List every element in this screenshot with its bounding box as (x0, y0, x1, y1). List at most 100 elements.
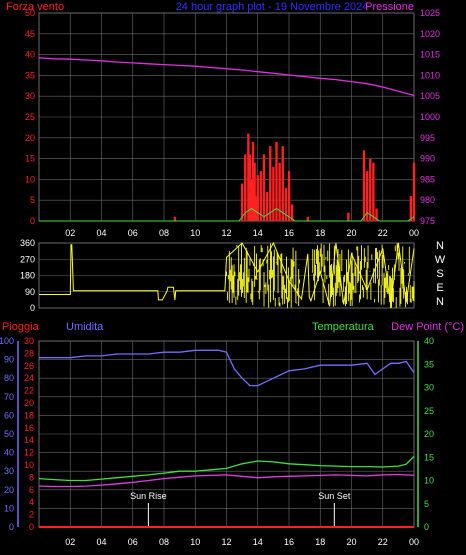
wind-axis-tick: 20 (25, 133, 35, 143)
wind-bar (275, 141, 278, 221)
humidity-axis-tick: 4 (29, 497, 34, 507)
temperature-axis-tick: 35 (424, 359, 434, 369)
x-axis-tick: 04 (96, 537, 106, 547)
pressure-axis-tick: 1005 (420, 91, 440, 101)
wind-axis-tick: 50 (25, 8, 35, 18)
pressure-axis-tick: 1015 (420, 50, 440, 60)
pressure-axis-tick: 990 (420, 154, 435, 164)
wind-axis-tick: 10 (25, 174, 35, 184)
humidity-axis-tick: 18 (24, 410, 34, 420)
wind-axis-tick: 25 (25, 112, 35, 122)
humidity-axis-tick: 8 (29, 472, 34, 482)
wind-bar (412, 162, 416, 221)
wind-axis-tick: 0 (30, 216, 35, 226)
x-axis-tick: 10 (190, 537, 200, 547)
direction-axis-tick: 270 (20, 254, 35, 264)
wind-bar (281, 146, 284, 221)
x-axis-tick: 06 (128, 228, 138, 238)
humidity-axis-tick: 20 (24, 398, 34, 408)
rain-axis-tick: 10 (4, 503, 14, 513)
temperature-humidity-panel: 0102030405060708090100024681012141618202… (0, 336, 434, 547)
humidity-axis-tick: 6 (29, 485, 34, 495)
x-axis-tick: 22 (378, 228, 388, 238)
temperature-axis-tick: 40 (424, 336, 434, 346)
header-center: 24 hour graph plot - 19 Novembre 2024 (176, 1, 369, 13)
wind-bar (287, 171, 291, 221)
x-axis-tick: 12 (221, 228, 231, 238)
temperature-axis-tick: 10 (424, 476, 434, 486)
wind-bar (409, 196, 413, 221)
x-axis-tick: 10 (190, 228, 200, 238)
x-axis-tick: 12 (221, 537, 231, 547)
wind-bar (375, 208, 378, 221)
x-axis-tick: 20 (346, 537, 356, 547)
temperature-axis-tick: 0 (424, 522, 429, 532)
x-axis-tick: 16 (284, 228, 294, 238)
label-umidita: Umidita (66, 321, 104, 333)
wind-bar (253, 162, 256, 221)
pressure-axis-tick: 1010 (420, 70, 440, 80)
rain-axis-tick: 30 (4, 466, 14, 476)
label-temperatura: Temperatura (312, 321, 375, 333)
wind-bar (269, 146, 272, 221)
x-axis-tick: 08 (159, 228, 169, 238)
wind-bar (173, 216, 177, 221)
header-right: Pressione (365, 1, 414, 13)
wind-bar (256, 175, 259, 221)
x-axis-tick: 18 (315, 537, 325, 547)
direction-axis-tick: 180 (20, 271, 35, 281)
x-axis-tick: 14 (253, 537, 263, 547)
direction-axis-tick: 90 (25, 287, 35, 297)
wind-bar (250, 179, 253, 221)
wind-bar (259, 171, 263, 221)
wind-bar (254, 196, 258, 221)
wind-axis-tick: 30 (25, 91, 35, 101)
wind-bar (244, 154, 247, 221)
compass-label: S (436, 268, 443, 280)
temperature-axis-tick: 5 (424, 499, 429, 509)
x-axis-tick: 06 (128, 537, 138, 547)
x-axis-tick: 20 (346, 228, 356, 238)
rain-axis-tick: 100 (0, 336, 14, 346)
wind-bar (284, 187, 288, 221)
humidity-axis-tick: 30 (24, 336, 34, 346)
temperature-axis-tick: 30 (424, 383, 434, 393)
humidity-axis-tick: 10 (24, 460, 34, 470)
x-axis-tick: 04 (96, 228, 106, 238)
wind-bar (306, 216, 309, 221)
wind-bar (247, 133, 250, 221)
wind-axis-tick: 5 (30, 195, 35, 205)
wind-bar (251, 141, 255, 221)
rain-axis-tick: 80 (4, 373, 14, 383)
wind-axis-tick: 40 (25, 50, 35, 60)
temperature-line (38, 455, 415, 482)
humidity-axis-tick: 14 (24, 435, 34, 445)
x-axis-tick: 16 (284, 537, 294, 547)
x-axis-tick: 02 (65, 537, 75, 547)
wind-direction-line (39, 241, 415, 307)
compass-label: N (436, 296, 444, 308)
rain-axis-tick: 90 (4, 355, 14, 365)
wind-bar (365, 171, 369, 221)
wind-axis-tick: 35 (25, 70, 35, 80)
humidity-axis-tick: 22 (24, 386, 34, 396)
compass-label: N (436, 240, 444, 252)
humidity-axis-tick: 16 (24, 423, 34, 433)
x-axis-tick: 00 (409, 537, 419, 547)
pressure-axis-tick: 1000 (420, 112, 440, 122)
pressure-axis-tick: 980 (420, 195, 435, 205)
wind-bar (278, 162, 281, 221)
wind-bar (240, 183, 244, 221)
rain-axis-tick: 70 (4, 392, 14, 402)
direction-axis-tick: 0 (30, 303, 35, 313)
humidity-line (39, 349, 415, 387)
x-axis-tick: 08 (159, 537, 169, 547)
label-pioggia: Pioggia (2, 321, 40, 333)
pressure-line (38, 57, 415, 97)
x-axis-tick: 00 (409, 228, 419, 238)
gust-line (39, 207, 415, 222)
wind-bar (248, 154, 252, 221)
direction-axis-tick: 360 (20, 238, 35, 248)
